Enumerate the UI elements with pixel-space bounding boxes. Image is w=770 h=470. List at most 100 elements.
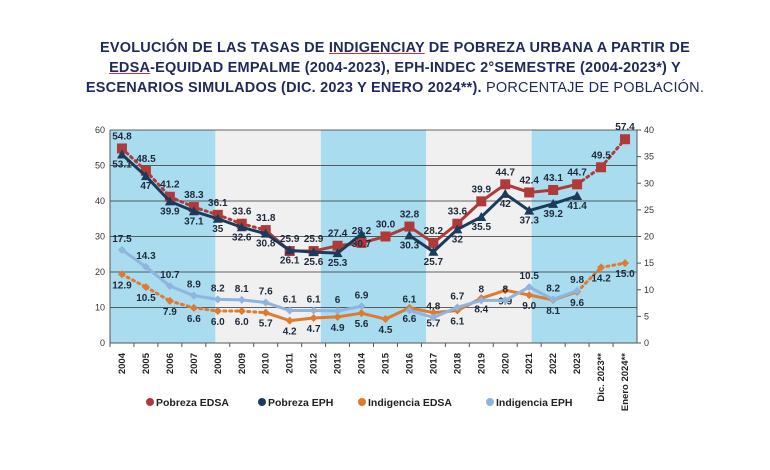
x-tick-label: 2013 [333,353,344,374]
x-tick-label: 2018 [452,353,463,374]
data-point-square [572,179,583,190]
x-tick-label: Enero 2024** [620,353,631,411]
y-right-tick-label: 30 [644,178,654,188]
data-label: 49.5 [591,150,611,161]
title-text: ESCENARIOS SIMULADOS (DIC. 2023 Y ENERO … [85,80,482,96]
data-label: 9.6 [570,298,584,309]
series-line-segment [144,285,172,303]
series-line-segment [312,309,340,313]
x-tick-label: 2006 [165,353,176,374]
chart-title: EVOLUCIÓN DE LAS TASAS DE INDIGENCIAY DE… [40,38,750,98]
data-point-triangle [572,191,583,201]
data-label: 7.6 [259,287,273,298]
data-point-triangle [476,211,487,221]
data-point-diamond [285,306,294,315]
series-line-segment [575,265,603,294]
data-point-diamond [453,303,462,312]
y-right-tick-label: 35 [644,152,654,162]
data-point-triangle [116,149,127,159]
y-left-tick-label: 20 [95,267,105,277]
data-label: 6.0 [235,317,249,328]
data-label: 30.0 [376,220,396,231]
data-label: 28.2 [424,226,444,237]
data-label: 41.2 [160,180,180,191]
series-line-segment [192,209,220,221]
y-right-tick-label: 10 [644,285,654,295]
data-point-triangle [260,228,271,238]
data-label: 25.9 [280,234,300,245]
data-point-triangle [236,222,247,232]
data-point-triangle [188,206,199,216]
data-point-triangle [404,230,415,240]
data-label: 8.9 [187,280,201,291]
data-point-diamond [285,316,294,325]
data-label: 57.4 [615,122,635,133]
y-right-tick-label: 40 [644,125,654,135]
legend-label: Pobreza EPH [268,397,333,409]
data-label: 8.2 [546,283,560,294]
data-label: 26.1 [280,255,300,266]
data-point-square [596,162,607,173]
x-tick-label: 2012 [309,353,320,374]
y-left-tick-label: 60 [95,125,105,135]
data-point-diamond [141,262,150,271]
data-point-diamond [381,315,390,324]
data-label: 8 [479,284,485,295]
data-label: 30.8 [256,239,276,250]
data-point-diamond [357,309,366,318]
title-underlined: INDIGENCIAY [328,40,425,56]
data-label: 8 [502,284,508,295]
data-point-diamond [333,307,342,316]
data-label: 30.7 [352,239,372,250]
data-label: 42.4 [519,175,539,186]
series-line-segment [551,194,579,206]
y-left-tick-label: 0 [100,338,105,348]
data-point-square [476,196,487,207]
series-line-segment [240,309,268,315]
data-label: 39.2 [543,209,563,220]
data-label: 33.6 [448,207,468,218]
x-tick-label: 2021 [524,352,535,374]
data-point-triangle [332,248,343,258]
y-right-tick-label: 5 [644,311,649,321]
data-point-square [140,165,151,176]
series-line-segment [144,265,172,288]
x-tick-label: 2004 [117,352,128,374]
data-label: 33.6 [232,207,252,218]
data-point-triangle [428,246,439,256]
data-point-diamond [525,283,534,292]
data-label: 25.7 [424,257,444,268]
data-point-square [428,237,439,248]
data-point-square [452,218,463,229]
data-point-diamond [189,291,198,300]
data-label: 5.6 [355,319,369,330]
series-line-segment [455,215,483,231]
x-tick-label: 2007 [189,353,200,374]
data-label: 6 [335,295,341,306]
data-label: 35.5 [472,222,492,233]
x-tick-label: 2020 [500,353,511,374]
data-point-diamond [501,296,510,305]
data-label: 4.8 [426,301,440,312]
series-line-segment [455,298,483,309]
data-label: 8.1 [546,306,560,317]
data-label: 8.2 [211,283,225,294]
data-label: 8.1 [235,284,249,295]
data-point-square [404,221,415,232]
series-line-segment [120,272,148,289]
data-label: 10.5 [136,293,156,304]
series-line-segment [431,305,459,319]
data-point-diamond [501,286,510,295]
data-label: 43.1 [543,173,563,184]
data-point-diamond [261,298,270,307]
data-label: 44.7 [567,167,587,178]
data-point-diamond [309,313,318,322]
legend-label: Pobreza EDSA [156,397,229,409]
series-line-segment [360,311,387,321]
data-label: 4.9 [331,323,345,334]
data-label: 6.7 [450,291,464,302]
data-label: 37.1 [184,216,204,227]
data-label: 39.9 [472,184,492,195]
data-label: 6.9 [355,290,369,301]
data-label: 4.5 [379,325,393,336]
